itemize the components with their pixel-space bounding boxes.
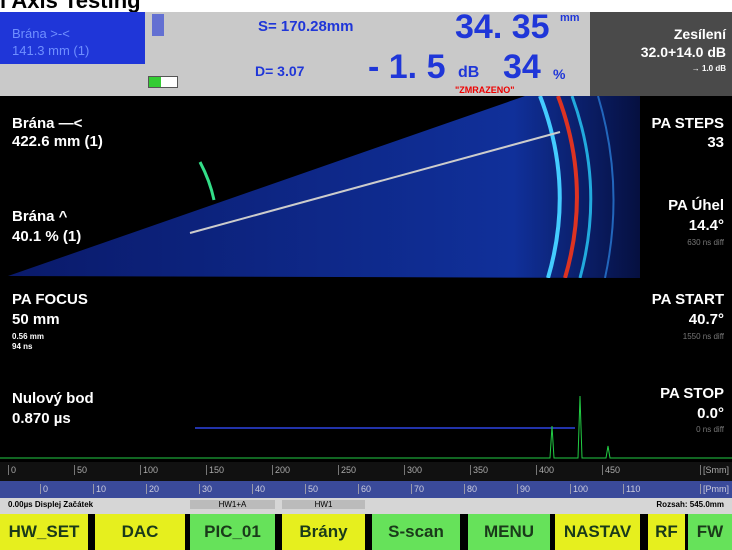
- echo: [538, 96, 562, 279]
- scale-label: 0: [8, 465, 16, 475]
- scale-label: 0: [40, 484, 48, 494]
- button[interactable]: MENU: [468, 514, 550, 550]
- amp-value: 34: [503, 48, 541, 86]
- echo: [556, 96, 579, 279]
- gate-box: Brána >-< 141.3 mm (1): [0, 12, 145, 64]
- scale-label: 200: [272, 465, 290, 475]
- steps-value: 33: [707, 134, 724, 151]
- start-value: 40.7°: [688, 311, 724, 328]
- start-sub: 1550 ns diff: [682, 332, 724, 341]
- angle-value: 14.4°: [688, 217, 724, 234]
- gate-b-label: Brána —<: [12, 115, 83, 132]
- stop-sub: 0 ns diff: [696, 425, 724, 434]
- focus-sub: 94 ns: [12, 342, 33, 351]
- scale-label: 300: [404, 465, 422, 475]
- scale-label: 60: [358, 484, 371, 494]
- scan: [0, 96, 732, 462]
- scale-label: 50: [305, 484, 318, 494]
- gate-value: 141.3 mm (1): [12, 43, 90, 58]
- stop-value: 0.0°: [697, 405, 724, 422]
- echo: [570, 96, 593, 279]
- echo: [597, 96, 615, 279]
- scale-label: 10: [93, 484, 106, 494]
- title-bar: l Axis Testing: [0, 0, 732, 12]
- gain-unit: dB: [458, 64, 480, 81]
- button[interactable]: NASTAV: [555, 514, 640, 550]
- gain-title: Zesílení: [673, 26, 726, 42]
- echo: [198, 161, 216, 201]
- angle-sub: 630 ns diff: [687, 238, 724, 247]
- status-left: 0.00µs Displej Začátek: [8, 500, 94, 509]
- button[interactable]: HW_SET: [0, 514, 88, 550]
- scale-label: 150: [206, 465, 224, 475]
- scale-label: 400: [536, 465, 554, 475]
- scale-label: 30: [199, 484, 212, 494]
- focus-sub: 0.56 mm: [12, 332, 45, 341]
- gate-b-value: 422.6 mm (1): [12, 133, 103, 150]
- gate-a-label: Brána ^: [12, 208, 68, 225]
- button[interactable]: PIC_01: [190, 514, 275, 550]
- scale-label: 90: [517, 484, 530, 494]
- scale-label: 110: [623, 484, 640, 494]
- scale-label: 70: [411, 484, 424, 494]
- button[interactable]: DAC: [95, 514, 185, 550]
- button[interactable]: S-scan: [372, 514, 460, 550]
- battery: [148, 76, 178, 88]
- gain-value: - 1. 5: [368, 48, 446, 86]
- gate-label: Brána >-<: [12, 26, 70, 41]
- scale-label: 350: [470, 465, 488, 475]
- depth-unit: mm: [560, 12, 580, 24]
- status-bar: 0.00µs Displej Začátek HW1+A HW1 Rozsah:…: [0, 498, 732, 514]
- button[interactable]: Brány: [282, 514, 365, 550]
- amp-unit: %: [553, 66, 566, 82]
- scale-label: 450: [602, 465, 620, 475]
- gain-step: → 1.0 dB: [691, 64, 726, 73]
- frozen: "ZMRAZENO": [455, 85, 515, 95]
- scale-label: [Smm]: [700, 465, 729, 475]
- scale-label: 40: [252, 484, 265, 494]
- focus-label: PA FOCUS: [12, 291, 88, 308]
- angle-label: PA Úhel: [668, 197, 724, 214]
- scale-label: 20: [146, 484, 159, 494]
- zero-value: 0.870 µs: [12, 410, 71, 427]
- zero-label: Nulový bod: [12, 390, 94, 407]
- header: Brána >-< 141.3 mm (1) S= 170.28mm D= 3.…: [0, 8, 732, 96]
- gain-total: 32.0+14.0 dB: [640, 44, 726, 60]
- beam-line: [189, 131, 561, 234]
- gain-box: Zesílení 32.0+14.0 dB → 1.0 dB: [590, 12, 732, 96]
- tab: HW1: [282, 500, 365, 509]
- scale-label: 80: [464, 484, 477, 494]
- scale-label: 250: [338, 465, 356, 475]
- scale-bottom: 0 10 20 30 40 50 60 70 80 90 100 110 [Pmm]: [0, 481, 732, 498]
- focus-value: 50 mm: [12, 311, 60, 328]
- status-right: Rozsah: 545.0mm: [656, 500, 724, 509]
- start-label: PA START: [651, 291, 724, 308]
- scale-label: 100: [140, 465, 158, 475]
- a-scan-trace: [0, 395, 732, 459]
- steps-label: PA STEPS: [651, 115, 724, 132]
- icon: [152, 14, 164, 36]
- title: l Axis Testing: [0, 0, 141, 12]
- s-scan-fan: [8, 96, 640, 278]
- button[interactable]: FW: [688, 514, 732, 550]
- s-value: S= 170.28mm: [258, 18, 354, 35]
- button[interactable]: RF: [648, 514, 685, 550]
- depth-value: 34. 35: [455, 8, 550, 46]
- d-value: D= 3.07: [255, 63, 305, 79]
- tab: HW1+A: [190, 500, 275, 509]
- scale-top: 0 50 100 150 200 250 300 350 400 450 [Smm]: [0, 462, 732, 481]
- scale-label: 50: [74, 465, 87, 475]
- scale-label: [Pmm]: [700, 484, 729, 494]
- scale-label: 100: [570, 484, 588, 494]
- gate-a-value: 40.1 % (1): [12, 228, 82, 245]
- stop-label: PA STOP: [660, 385, 724, 402]
- a-scan: [0, 278, 732, 462]
